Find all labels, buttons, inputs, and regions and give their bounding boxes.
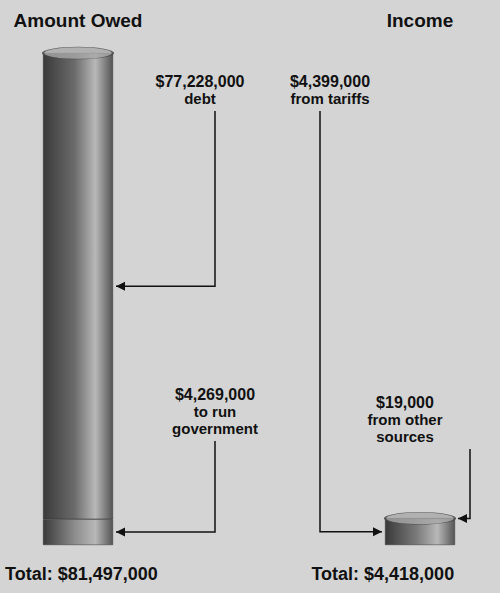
svg-text:sources: sources [376,428,434,445]
svg-text:Amount Owed: Amount Owed [14,10,143,31]
svg-text:government: government [172,420,258,437]
svg-text:Total: $81,497,000: Total: $81,497,000 [5,564,158,584]
svg-text:from other: from other [368,411,443,428]
svg-text:Income: Income [387,10,454,31]
svg-text:$4,399,000: $4,399,000 [290,73,370,90]
svg-text:to run: to run [194,403,237,420]
svg-text:$19,000: $19,000 [376,394,434,411]
svg-text:$4,269,000: $4,269,000 [175,386,255,403]
svg-text:from tariffs: from tariffs [290,90,369,107]
svg-text:Total: $4,418,000: Total: $4,418,000 [311,564,454,584]
svg-text:debt: debt [184,90,216,107]
svg-text:$77,228,000: $77,228,000 [156,73,245,90]
